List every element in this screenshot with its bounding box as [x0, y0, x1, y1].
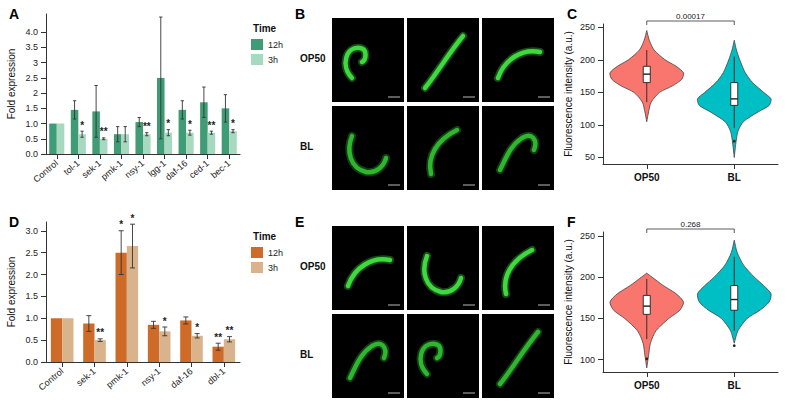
svg-text:E: E [295, 214, 304, 230]
svg-text:sek-1: sek-1 [80, 158, 103, 180]
svg-text:nsy-1: nsy-1 [123, 158, 146, 180]
svg-text:Time: Time [253, 231, 277, 242]
svg-text:daf-16: daf-16 [169, 366, 195, 390]
svg-text:2: 2 [33, 88, 38, 98]
svg-text:nsy-1: nsy-1 [139, 366, 162, 388]
svg-text:4.0: 4.0 [25, 27, 38, 37]
svg-text:3: 3 [33, 58, 38, 68]
svg-text:50: 50 [585, 152, 595, 162]
svg-text:150: 150 [580, 313, 595, 323]
svg-text:3h: 3h [268, 55, 278, 65]
svg-text:3.5: 3.5 [25, 42, 38, 52]
svg-text:BL: BL [728, 380, 741, 391]
svg-text:1.0: 1.0 [25, 119, 38, 129]
svg-text:200: 200 [580, 272, 595, 282]
svg-text:250: 250 [580, 22, 595, 32]
svg-text:dbl-1: dbl-1 [205, 366, 227, 387]
svg-text:**: ** [100, 126, 108, 137]
svg-text:C: C [567, 6, 577, 22]
svg-text:D: D [9, 214, 19, 230]
svg-text:150: 150 [580, 87, 595, 97]
svg-text:0.268: 0.268 [680, 220, 701, 229]
svg-text:12h: 12h [268, 40, 283, 50]
svg-text:OP50: OP50 [634, 380, 660, 391]
svg-text:1.5: 1.5 [25, 291, 38, 301]
svg-text:sek-1: sek-1 [74, 366, 97, 388]
svg-text:pmk-1: pmk-1 [104, 366, 130, 390]
svg-text:3h: 3h [268, 263, 278, 273]
svg-text:Fold expression: Fold expression [6, 49, 17, 120]
svg-text:Control: Control [37, 366, 66, 392]
html-text:BL: BL [300, 141, 314, 152]
svg-text:**: ** [143, 121, 151, 132]
svg-text:Fluorescence intensity (a.u.): Fluorescence intensity (a.u.) [563, 239, 574, 365]
svg-text:lgg-1: lgg-1 [146, 158, 168, 179]
svg-text:2.5: 2.5 [25, 248, 38, 258]
svg-text:B: B [295, 6, 305, 22]
svg-text:200: 200 [580, 55, 595, 65]
svg-text:0.0: 0.0 [25, 357, 38, 367]
svg-text:bec-1: bec-1 [209, 158, 233, 180]
svg-text:1.0: 1.0 [25, 313, 38, 323]
svg-text:*: * [188, 119, 192, 130]
svg-text:**: ** [96, 327, 104, 338]
svg-text:ced-1: ced-1 [187, 158, 211, 180]
svg-text:0.0: 0.0 [25, 149, 38, 159]
svg-text:**: ** [226, 325, 234, 336]
svg-text:*: * [231, 118, 235, 129]
svg-text:2.5: 2.5 [25, 73, 38, 83]
svg-text:0.00017: 0.00017 [676, 12, 705, 21]
svg-text:*: * [119, 219, 123, 230]
svg-text:250: 250 [580, 231, 595, 241]
svg-text:Time: Time [253, 23, 277, 34]
svg-text:tol-1: tol-1 [62, 158, 82, 177]
svg-text:A: A [9, 6, 19, 22]
svg-text:3.0: 3.0 [25, 226, 38, 236]
svg-text:OP50: OP50 [634, 172, 660, 183]
svg-text:0.5: 0.5 [25, 134, 38, 144]
html-text:BL: BL [300, 349, 314, 360]
svg-text:*: * [166, 118, 170, 129]
svg-text:*: * [163, 316, 167, 327]
svg-text:Fold expression: Fold expression [6, 257, 17, 328]
svg-text:F: F [567, 214, 576, 230]
svg-text:BL: BL [728, 172, 741, 183]
svg-text:*: * [195, 322, 199, 333]
svg-text:*: * [80, 120, 84, 131]
html-text:OP50: OP50 [300, 53, 326, 64]
svg-text:Fluorescence intensity (a.u.): Fluorescence intensity (a.u.) [563, 31, 574, 157]
svg-text:2.0: 2.0 [25, 270, 38, 280]
svg-text:Control: Control [31, 158, 60, 184]
html-text:OP50: OP50 [300, 261, 326, 272]
svg-text:1.5: 1.5 [25, 103, 38, 113]
svg-text:100: 100 [580, 120, 595, 130]
svg-text:12h: 12h [268, 248, 283, 258]
svg-text:**: ** [208, 120, 216, 131]
svg-text:daf-16: daf-16 [163, 158, 189, 182]
svg-text:pmk-1: pmk-1 [99, 158, 125, 182]
svg-text:*: * [131, 213, 135, 224]
svg-text:**: ** [214, 332, 222, 343]
svg-text:100: 100 [580, 355, 595, 365]
svg-text:0.5: 0.5 [25, 335, 38, 345]
